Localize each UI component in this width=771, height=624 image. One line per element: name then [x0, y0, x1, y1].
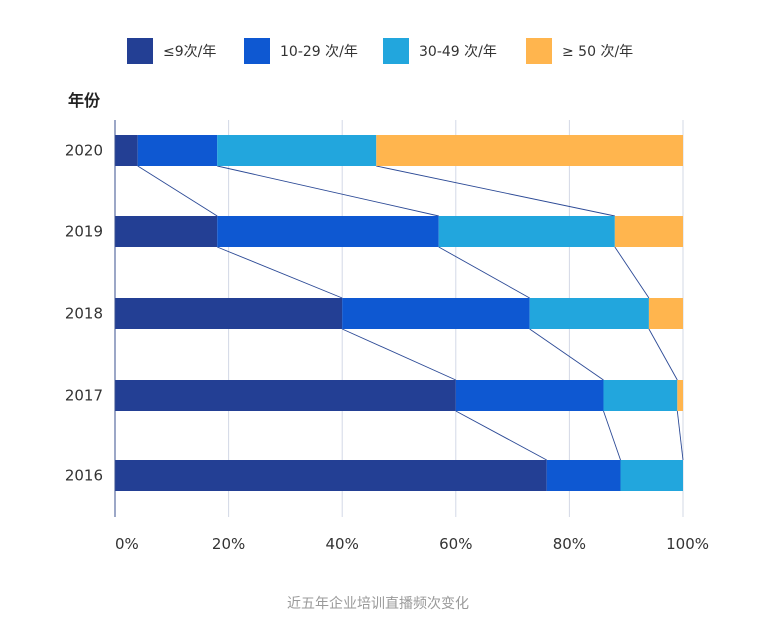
connector-line — [529, 328, 604, 381]
bar-segment — [115, 298, 343, 329]
y-tick-label: 2016 — [65, 467, 103, 485]
connector-lines — [137, 165, 684, 461]
connector-line — [648, 328, 678, 381]
x-tick-labels: 0% 20% 40% 60% 80% 100% — [115, 535, 709, 553]
bar-segment — [603, 380, 678, 411]
bar-segment — [115, 460, 547, 491]
bar-segment — [115, 135, 138, 166]
chart-caption: 近五年企业培训直播频次变化 — [287, 595, 469, 612]
bar-segment — [115, 380, 456, 411]
x-tick-label: 100% — [666, 535, 709, 553]
connector-line — [217, 165, 439, 217]
connector-line — [137, 165, 218, 217]
legend: ≤9次/年 10-29 次/年 30-49 次/年 ≥ 50 次/年 — [127, 38, 633, 64]
bar-segment — [137, 135, 218, 166]
bar-segment — [620, 460, 683, 491]
bar-segment — [376, 135, 683, 166]
bar-segment — [614, 216, 683, 247]
bars — [115, 135, 683, 491]
bar-segment — [342, 298, 530, 329]
legend-swatch — [526, 38, 552, 64]
legend-label: 10-29 次/年 — [280, 44, 358, 60]
bar-segment — [546, 460, 621, 491]
legend-label: 30-49 次/年 — [419, 44, 497, 60]
legend-swatch — [244, 38, 270, 64]
bar-segment — [529, 298, 649, 329]
connector-line — [455, 410, 547, 461]
connector-line — [376, 165, 615, 217]
bar-segment — [217, 135, 377, 166]
bar-segment — [677, 380, 683, 411]
bar-segment — [217, 216, 439, 247]
x-tick-label: 60% — [439, 535, 472, 553]
x-tick-label: 0% — [115, 535, 139, 553]
y-tick-label: 2017 — [65, 387, 103, 405]
legend-label: ≥ 50 次/年 — [562, 44, 633, 60]
connector-line — [342, 328, 456, 381]
legend-swatch — [383, 38, 409, 64]
x-tick-label: 80% — [553, 535, 586, 553]
connector-line — [676, 410, 684, 461]
bar-segment — [648, 298, 683, 329]
y-tick-label: 2020 — [65, 142, 103, 160]
connector-line — [217, 246, 343, 299]
connector-line — [614, 246, 650, 299]
y-tick-labels: 2020 2019 2018 2017 2016 — [65, 142, 103, 485]
connector-line — [438, 246, 530, 299]
bar-segment — [438, 216, 615, 247]
legend-swatch — [127, 38, 153, 64]
bar-segment — [455, 380, 604, 411]
x-tick-label: 40% — [326, 535, 359, 553]
y-tick-label: 2019 — [65, 223, 103, 241]
connector-line — [603, 410, 621, 461]
y-axis-label: 年份 — [68, 91, 101, 110]
y-tick-label: 2018 — [65, 305, 103, 323]
legend-label: ≤9次/年 — [163, 44, 216, 60]
bar-segment — [115, 216, 218, 247]
x-tick-label: 20% — [212, 535, 245, 553]
